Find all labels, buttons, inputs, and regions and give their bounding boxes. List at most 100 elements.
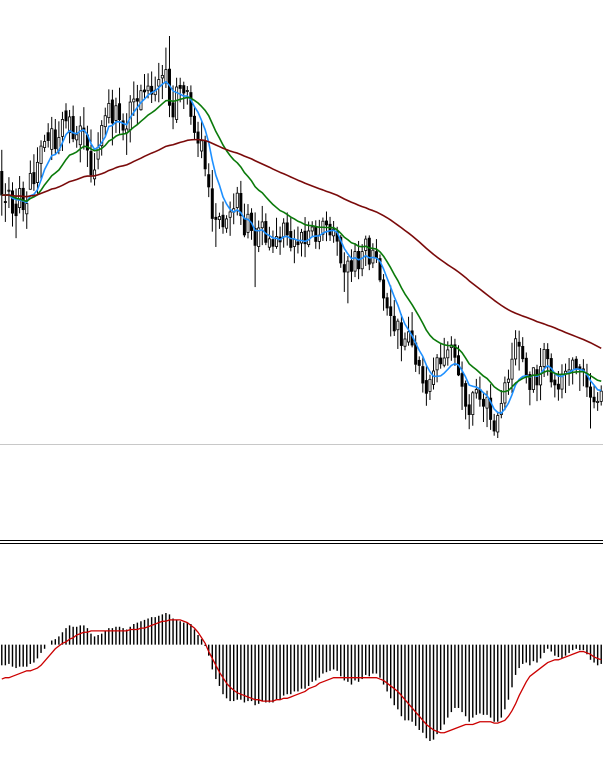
candle-body	[196, 131, 200, 144]
candle-body	[332, 228, 336, 237]
candle-body	[203, 140, 207, 170]
candle-body	[521, 346, 525, 360]
candle-body	[403, 338, 407, 347]
candle-body	[435, 357, 439, 371]
candle-body	[596, 400, 600, 403]
candle-body	[139, 90, 143, 111]
candle-body	[160, 75, 164, 79]
candle-body	[314, 226, 318, 242]
candle-body	[192, 115, 196, 133]
candle-body	[571, 359, 575, 371]
candle-body	[60, 119, 64, 137]
ma-fast-line	[1, 80, 602, 414]
candle-body	[164, 69, 168, 83]
candle-body	[46, 132, 50, 141]
candle-body	[157, 79, 161, 87]
candle-body	[64, 110, 68, 122]
candle-body	[110, 99, 114, 124]
candle-body	[114, 105, 118, 121]
candle-body	[592, 396, 596, 403]
candle-body	[7, 189, 11, 192]
candle-body	[542, 349, 546, 367]
candle-body	[360, 251, 364, 270]
candle-body	[200, 140, 204, 152]
candle-body	[506, 378, 510, 383]
candle-body	[524, 357, 528, 376]
candle-body	[464, 383, 468, 407]
candle-body	[546, 349, 550, 360]
signal-line-series	[1, 619, 602, 734]
candle-body	[267, 238, 271, 248]
candle-body	[242, 217, 246, 236]
ma-mid-line	[1, 96, 602, 393]
signal-line	[1, 619, 602, 734]
candle-body	[207, 174, 211, 188]
candle-body	[399, 322, 403, 346]
candle-body	[282, 222, 286, 238]
candle-body	[299, 231, 304, 244]
candle-body	[428, 378, 432, 392]
candle-body	[574, 358, 578, 370]
candle-body	[385, 297, 389, 309]
candle-body	[39, 145, 43, 164]
candle-body	[107, 103, 111, 119]
candle-body	[471, 392, 475, 415]
candle-body	[75, 134, 79, 141]
candle-body	[496, 415, 500, 433]
candle-body	[43, 141, 47, 148]
candle-body	[150, 85, 154, 95]
candle-body	[68, 116, 72, 134]
candle-body	[492, 420, 496, 432]
candle-body	[146, 85, 150, 92]
candle-body	[185, 90, 189, 92]
candle-body	[307, 230, 311, 246]
candle-body	[257, 227, 261, 247]
candle-body	[503, 382, 507, 404]
candle-body	[460, 373, 464, 387]
price-chart	[0, 36, 603, 445]
candle-body	[446, 349, 450, 359]
candle-body	[296, 241, 300, 246]
candle-body	[135, 98, 139, 102]
candle-body	[392, 315, 396, 332]
candle-body	[485, 396, 489, 409]
candle-body	[71, 116, 75, 140]
candle-body	[275, 236, 279, 247]
candle-body	[528, 374, 532, 390]
candle-body	[21, 187, 25, 211]
candle-body	[235, 192, 239, 208]
candle-body	[178, 84, 182, 89]
candle-body	[25, 203, 29, 215]
candle-body	[121, 120, 125, 131]
candle-body	[132, 98, 136, 103]
candle-body	[310, 226, 314, 232]
candle-body	[246, 213, 250, 233]
candlestick-series	[0, 36, 603, 438]
candle-body	[339, 236, 343, 264]
candle-body	[556, 383, 560, 390]
candle-body	[324, 220, 328, 226]
candle-body	[271, 239, 275, 247]
candle-body	[407, 331, 411, 343]
candle-body	[78, 125, 82, 146]
candle-body	[382, 279, 386, 299]
candle-body	[417, 359, 421, 366]
candle-body	[389, 306, 393, 316]
panel-separator[interactable]	[0, 539, 603, 545]
candle-body	[342, 264, 346, 273]
candle-body	[171, 102, 175, 118]
candle-body	[481, 398, 485, 407]
candle-body	[14, 203, 18, 217]
candle-body	[439, 357, 443, 365]
candle-body	[539, 366, 543, 386]
candle-body	[292, 238, 296, 247]
candle-body	[378, 258, 382, 281]
candle-body	[424, 380, 428, 394]
candle-body	[189, 92, 193, 117]
candle-body	[28, 173, 32, 190]
candle-body	[374, 251, 378, 259]
candle-body	[285, 222, 289, 236]
candle-body	[535, 369, 539, 386]
candle-body	[371, 249, 375, 264]
candle-body	[474, 389, 478, 394]
